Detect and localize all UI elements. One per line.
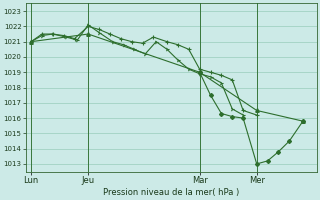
X-axis label: Pression niveau de la mer( hPa ): Pression niveau de la mer( hPa ) [103,188,239,197]
